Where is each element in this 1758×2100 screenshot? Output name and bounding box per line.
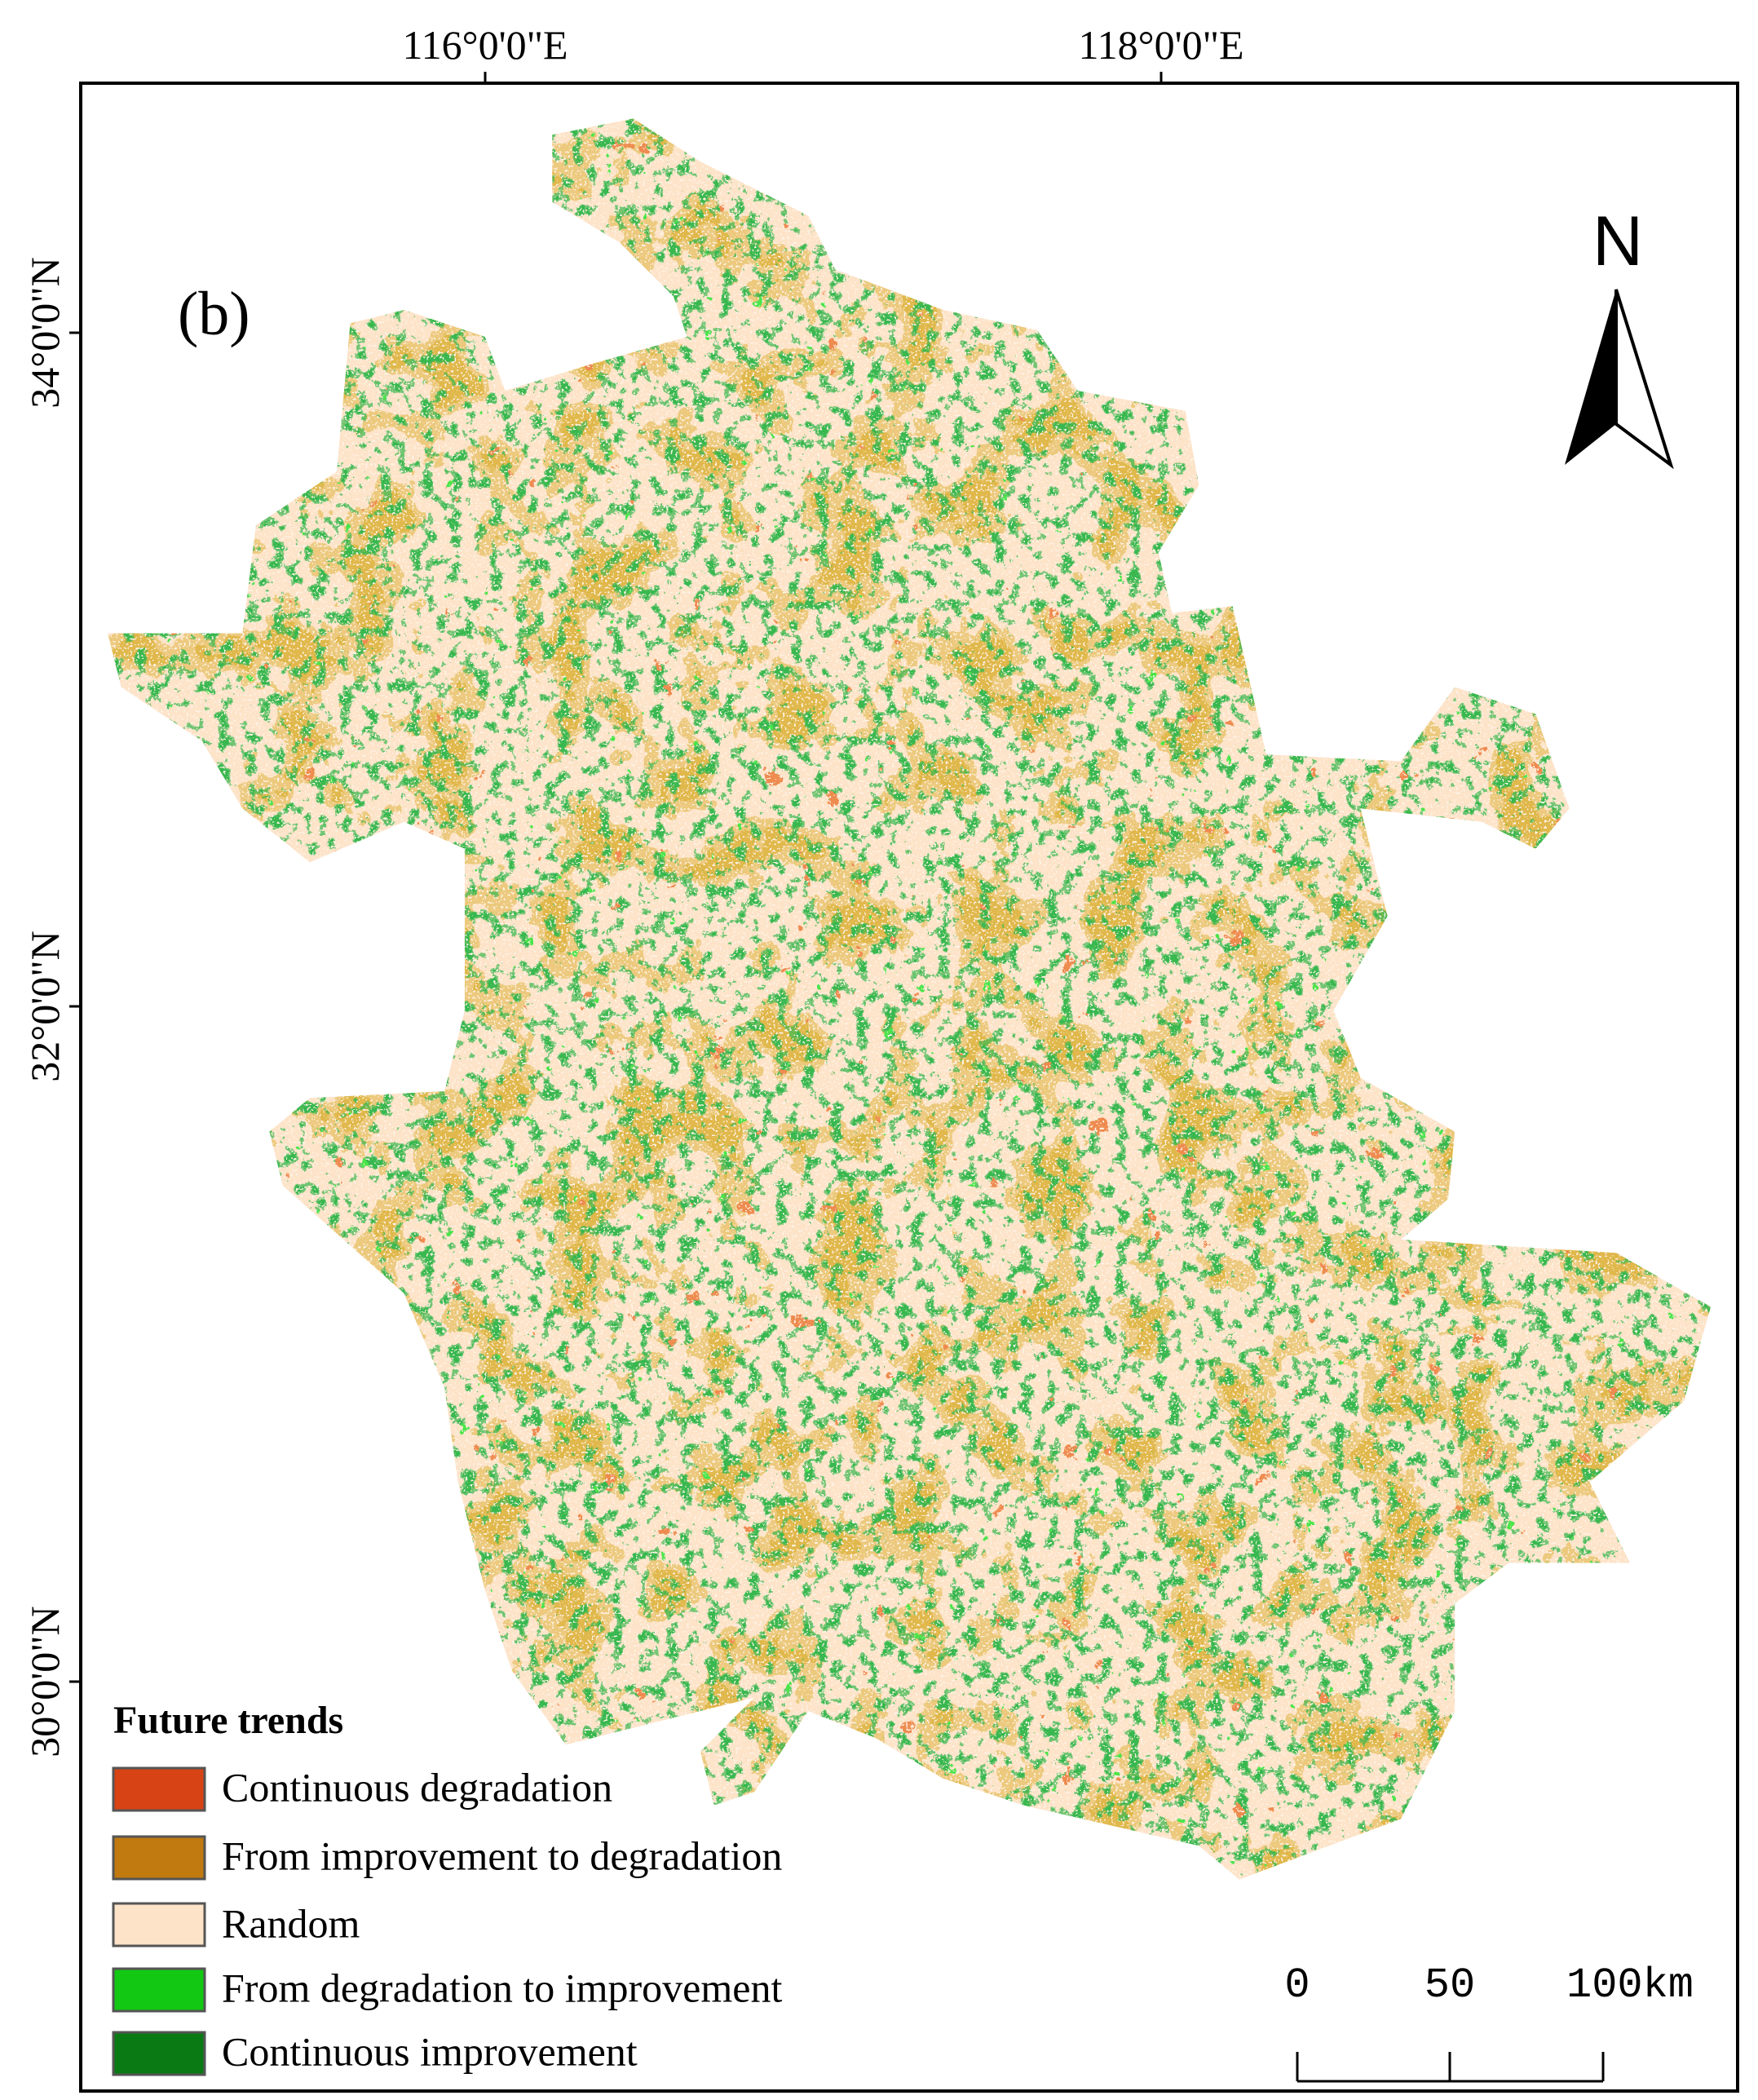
lat-label: 32°0'0"N (22, 931, 68, 1082)
legend-label: Continuous improvement (222, 2028, 638, 2074)
panel-label: (b) (178, 280, 250, 348)
legend-swatch (112, 1967, 206, 2013)
lat-label: 30°0'0"N (22, 1606, 68, 1757)
scale-bar (1296, 2052, 1605, 2083)
scale-label: 100km (1566, 1961, 1694, 2009)
legend-title: Future trends (113, 1699, 343, 1742)
map-frame (79, 82, 1739, 2093)
lon-label: 118°0'0"E (1078, 22, 1243, 68)
scale-label: 50 (1425, 1961, 1475, 2009)
legend-label: Continuous degradation (222, 1764, 612, 1810)
legend-label: From improvement to degradation (222, 1833, 782, 1878)
scale-label: 0 (1284, 1961, 1310, 2009)
legend-swatch (112, 1835, 206, 1881)
legend-swatch (112, 1902, 206, 1947)
legend-swatch (112, 2031, 206, 2076)
legend-swatch (112, 1766, 206, 1812)
north-label: N (1592, 202, 1643, 281)
legend-label: Random (222, 1900, 360, 1946)
north-arrow (1565, 289, 1674, 470)
legend-label: From degradation to improvement (222, 1965, 782, 2010)
lon-label: 116°0'0"E (402, 22, 568, 68)
graticule-ticks (69, 72, 1163, 1683)
legend: Continuous degradation From improvement … (112, 1764, 782, 2076)
lat-label: 34°0'0"N (22, 257, 68, 409)
